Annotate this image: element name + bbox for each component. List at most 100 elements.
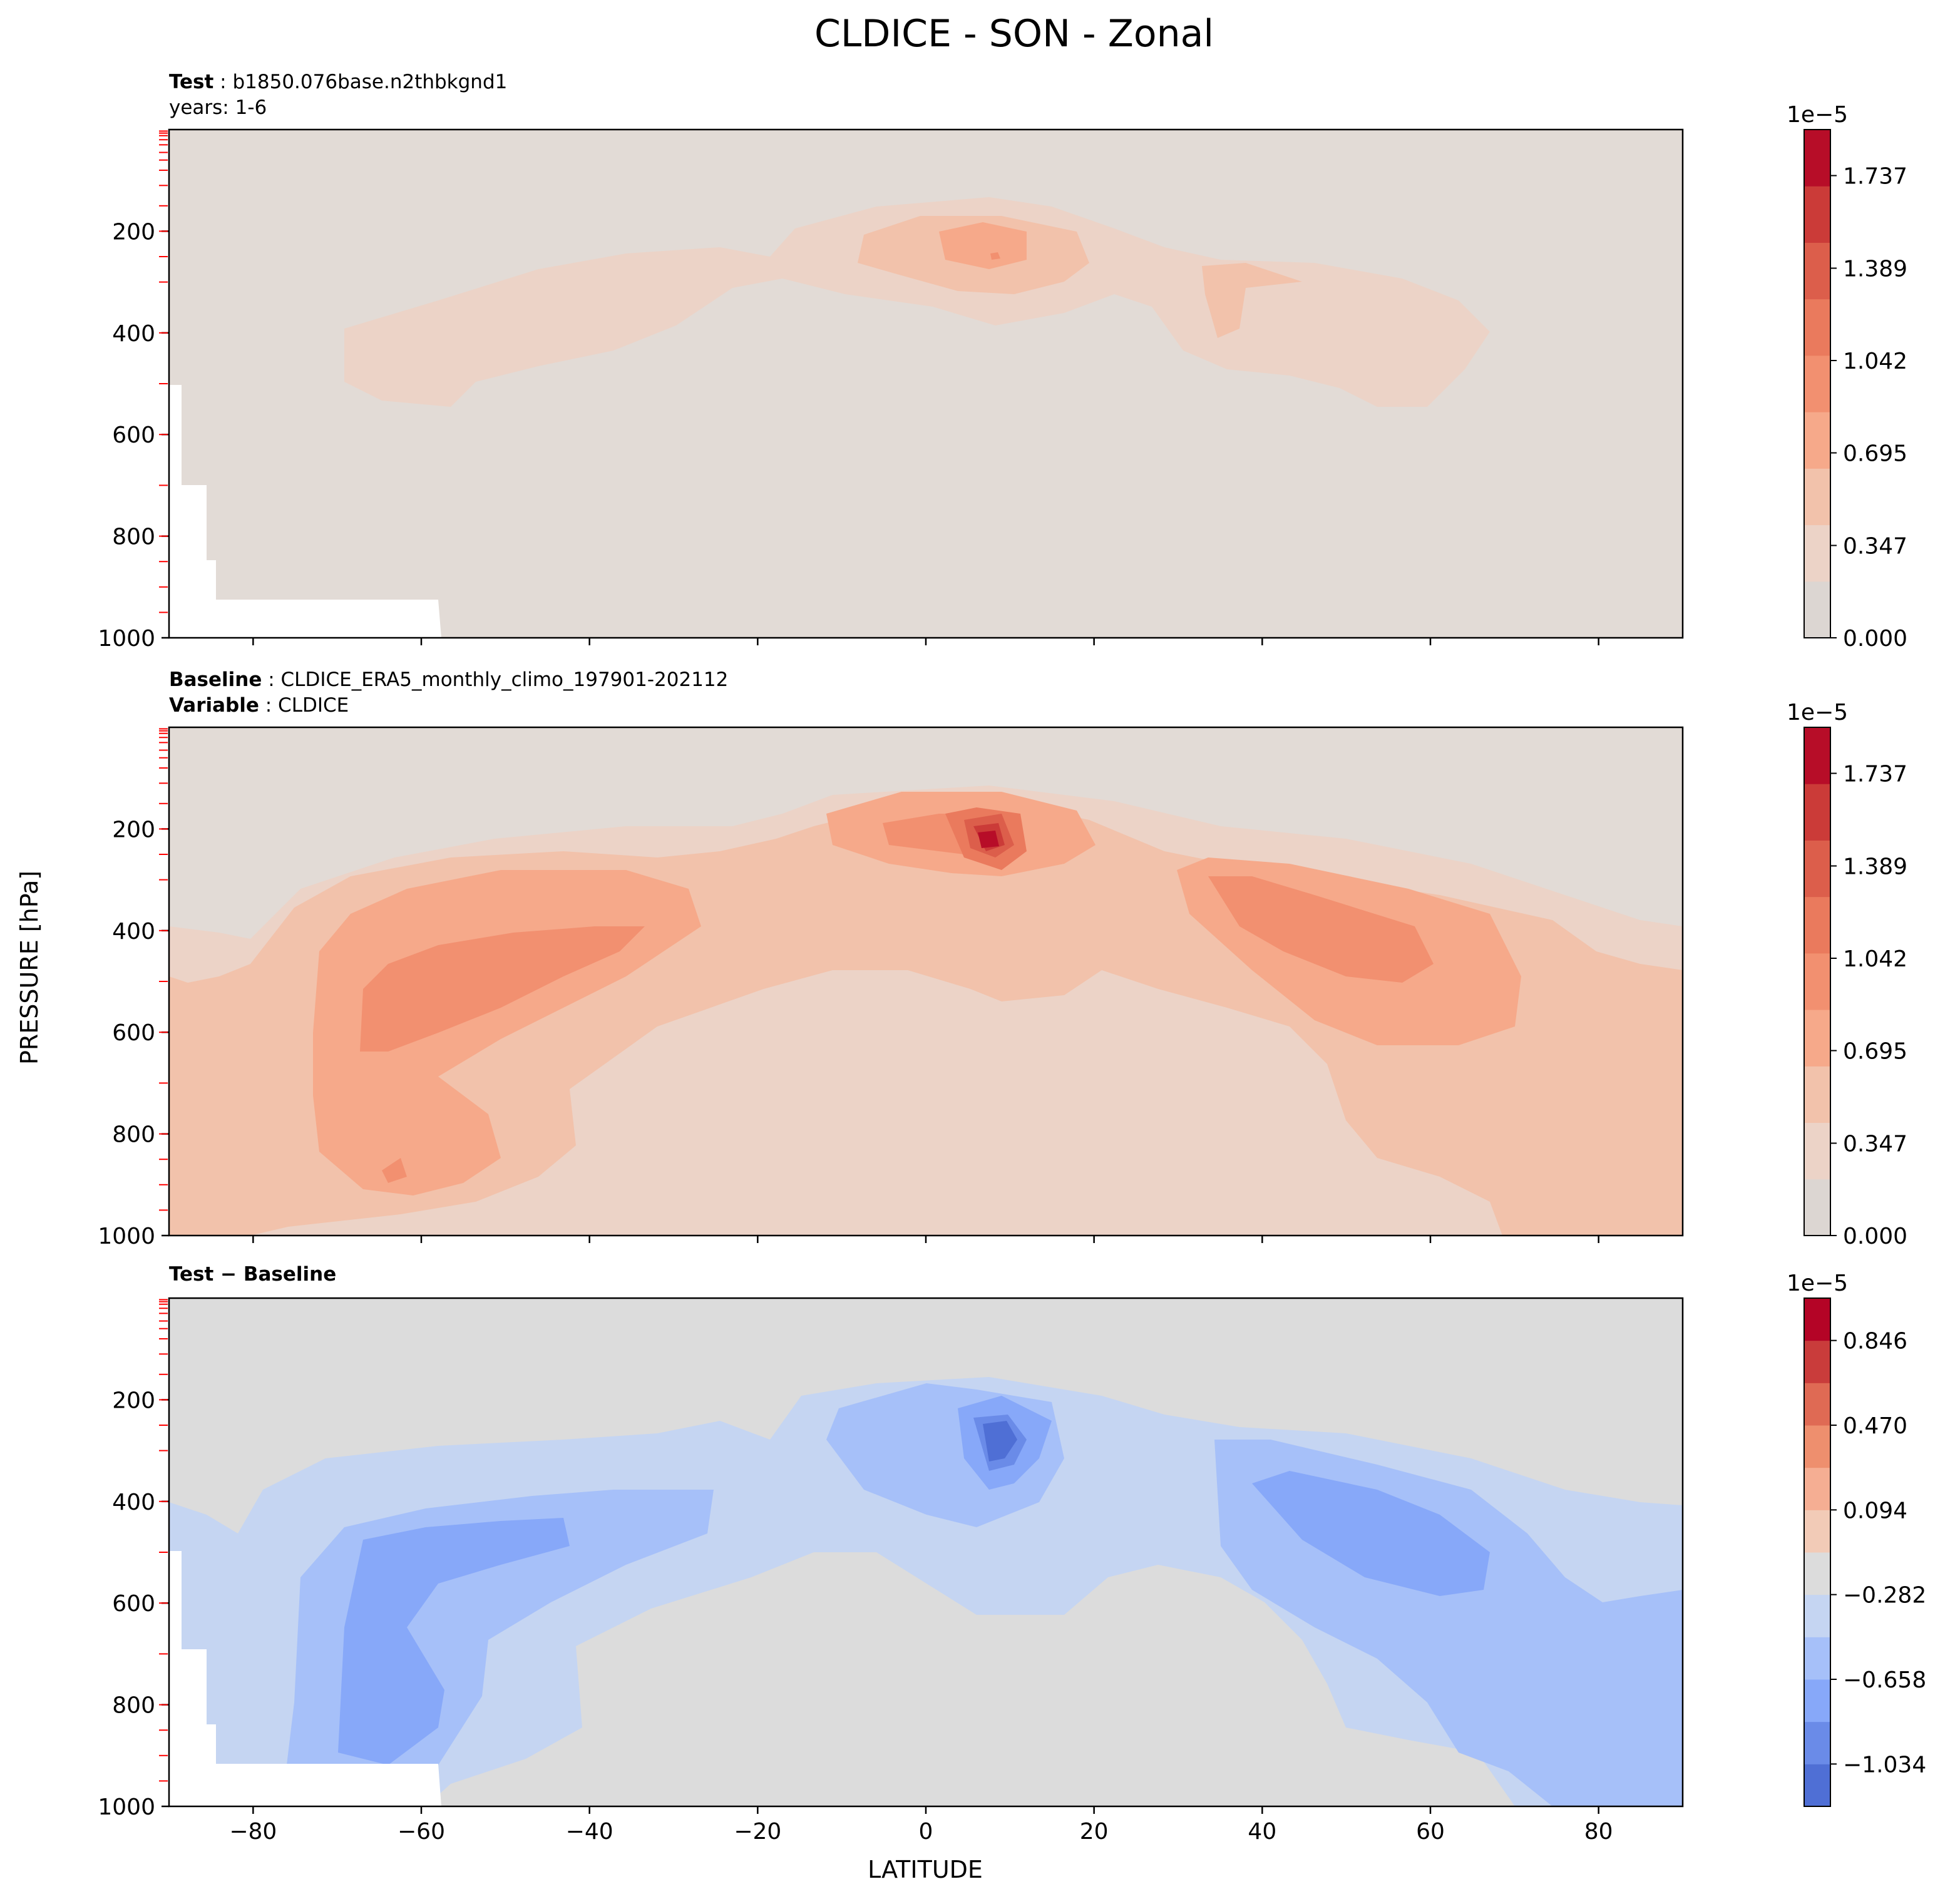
- panel-test: Test : b1850.076base.n2thbkgnd1 years: 1…: [169, 71, 1683, 638]
- colorbar-tick-label: 0.695: [1843, 1039, 1907, 1065]
- y-tick-label: 1000: [98, 626, 155, 652]
- x-tick-label: 80: [1584, 1819, 1613, 1845]
- contour-field-baseline: [169, 727, 1683, 1236]
- colorbar-tick-label: 0.000: [1843, 626, 1907, 652]
- colorbar-tick-label: 1.042: [1843, 349, 1907, 374]
- panel-difference-meta-line-1: Test − Baseline: [169, 1263, 336, 1286]
- colorbar-bin: [1804, 1764, 1830, 1807]
- y-tick-label: 600: [112, 1020, 155, 1046]
- colorbar-tick-label: −0.658: [1843, 1667, 1926, 1693]
- colorbar-bin: [1804, 1679, 1830, 1722]
- y-axis-label: PRESSURE [hPa]: [16, 871, 43, 1065]
- y-tick-label: 200: [112, 219, 155, 245]
- colorbar-multiplier: 1e−5: [1787, 700, 1848, 725]
- x-tick-label: 60: [1416, 1819, 1445, 1845]
- colorbar-tick-label: −1.034: [1843, 1752, 1926, 1778]
- contour-field-test: [169, 130, 1683, 638]
- colorbar-bin: [1804, 186, 1830, 243]
- x-tick-label: −80: [229, 1819, 277, 1845]
- colorbar-tick-label: 0.347: [1843, 1131, 1907, 1157]
- missing-data-region: [169, 385, 441, 638]
- colorbar-bin: [1804, 1594, 1830, 1637]
- colorbar-bin: [1804, 840, 1830, 898]
- colorbar-bin: [1804, 1510, 1830, 1553]
- meta-colon: :: [259, 694, 278, 717]
- y-tick-label: 1000: [98, 1794, 155, 1820]
- panel-baseline-meta-line-1: Baseline : CLDICE_ERA5_monthly_climo_197…: [169, 668, 728, 691]
- colorbar-bin: [1804, 355, 1830, 412]
- colorbar-bin: [1804, 1179, 1830, 1236]
- colorbar-bin: [1804, 953, 1830, 1010]
- colorbar-bin: [1804, 1340, 1830, 1383]
- colorbar-tick-label: 0.000: [1843, 1224, 1907, 1249]
- panel-baseline-meta-line-2: Variable : CLDICE: [169, 694, 349, 717]
- y-tick-label: 600: [112, 422, 155, 448]
- x-axis-label: LATITUDE: [868, 1856, 983, 1883]
- meta-label-baseline: Baseline: [169, 668, 262, 691]
- colorbar-tick-label: −0.282: [1843, 1583, 1926, 1609]
- colorbar-bin: [1804, 1066, 1830, 1124]
- colorbar-tick-label: 0.347: [1843, 533, 1907, 559]
- colorbar-bin: [1804, 1467, 1830, 1510]
- colorbar-multiplier: 1e−5: [1787, 102, 1848, 128]
- x-tick-label: −60: [398, 1819, 445, 1845]
- colorbar-multiplier: 1e−5: [1787, 1271, 1848, 1296]
- colorbar-bin: [1804, 299, 1830, 356]
- colorbar-bin: [1804, 581, 1830, 638]
- x-tick-label: 0: [919, 1819, 933, 1845]
- x-tick-label: 40: [1248, 1819, 1276, 1845]
- meta-label-variable: Variable: [169, 694, 259, 717]
- y-tick-label: 200: [112, 1388, 155, 1413]
- missing-data-region: [169, 1551, 441, 1806]
- colorbar-bin: [1804, 784, 1830, 841]
- contour-level-8: [978, 831, 999, 848]
- panel-baseline: Baseline : CLDICE_ERA5_monthly_climo_197…: [169, 668, 1683, 1236]
- meta-value-baseline: CLDICE_ERA5_monthly_climo_197901-202112: [281, 668, 729, 691]
- colorbar-tick-label: 0.470: [1843, 1413, 1907, 1439]
- meta-colon: :: [262, 668, 280, 691]
- y-tick-label: 400: [112, 321, 155, 347]
- y-tick-label: 800: [112, 1122, 155, 1148]
- y-tick-label: 600: [112, 1591, 155, 1617]
- colorbar-tick-label: 1.042: [1843, 946, 1907, 972]
- contour-field-difference: [169, 1298, 1683, 1806]
- meta-value-case: b1850.076base.n2thbkgnd1: [232, 71, 507, 93]
- colorbar-bin: [1804, 1552, 1830, 1595]
- colorbar-bin: [1804, 1122, 1830, 1180]
- colorbar-tick-label: 1.737: [1843, 164, 1907, 190]
- colorbar-frame: [1804, 727, 1831, 1236]
- x-tick-label: −20: [734, 1819, 781, 1845]
- figure-title: CLDICE - SON - Zonal: [814, 12, 1214, 56]
- panel-difference: Test − Baseline: [169, 1263, 1683, 1806]
- colorbar-bin: [1804, 130, 1830, 187]
- colorbar-tick-label: 0.094: [1843, 1498, 1907, 1523]
- panel-test-meta-line-1: Test : b1850.076base.n2thbkgnd1: [169, 71, 507, 93]
- y-tick-label: 400: [112, 919, 155, 944]
- colorbar-tick-label: 1.389: [1843, 854, 1907, 879]
- colorbar-bin: [1804, 1637, 1830, 1680]
- colorbar-tick-label: 0.695: [1843, 441, 1907, 467]
- colorbar-bin: [1804, 412, 1830, 469]
- colorbar-tick-label: 0.846: [1843, 1329, 1907, 1354]
- colorbar-tick-label: 1.737: [1843, 762, 1907, 787]
- x-tick-label: −40: [566, 1819, 613, 1845]
- x-tick-label: 20: [1080, 1819, 1109, 1845]
- colorbar-bin: [1804, 896, 1830, 954]
- colorbar-bin: [1804, 525, 1830, 582]
- colorbar-bin: [1804, 1425, 1830, 1468]
- colorbar-frame: [1804, 129, 1831, 638]
- colorbar-tick-label: 1.389: [1843, 256, 1907, 282]
- meta-colon: :: [213, 71, 232, 93]
- colorbar-frame: [1804, 1298, 1831, 1807]
- y-tick-label: 200: [112, 817, 155, 842]
- colorbar-bin: [1804, 1383, 1830, 1426]
- y-tick-label: 1000: [98, 1224, 155, 1249]
- contour-level-neg5: [983, 1421, 1017, 1461]
- panel-test-meta-line-2: years: 1-6: [169, 96, 267, 119]
- colorbar-bin: [1804, 1010, 1830, 1067]
- colorbar-bin: [1804, 727, 1830, 784]
- meta-label-test: Test: [169, 71, 214, 93]
- colorbar-bin: [1804, 1721, 1830, 1764]
